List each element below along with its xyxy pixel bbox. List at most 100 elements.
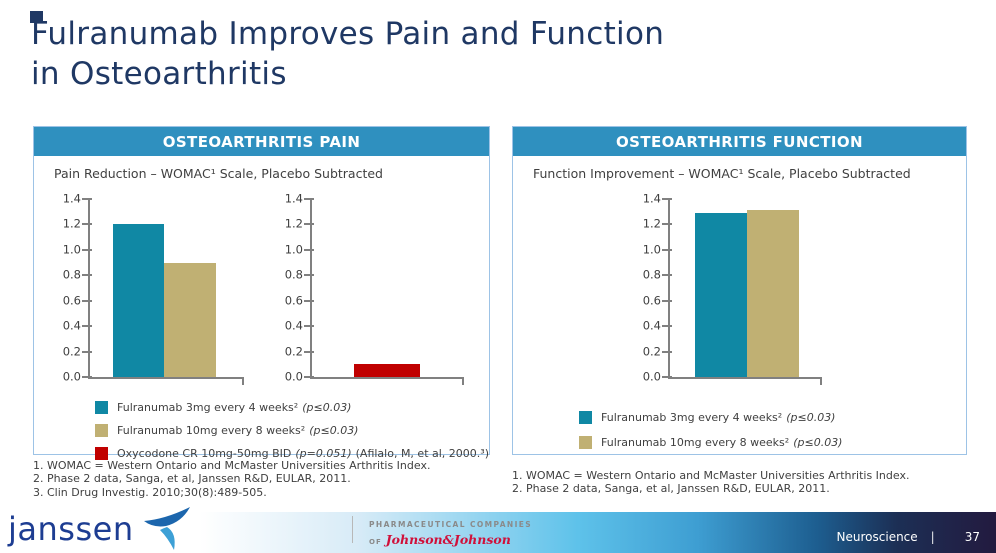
y-tick-label: 0.0 <box>642 369 661 384</box>
function-chart-plot-area <box>662 198 822 385</box>
y-tick-mark <box>82 198 92 200</box>
legend-label: Fulranumab 3mg every 4 weeks² (p≤0.03) <box>117 401 351 414</box>
legend-label: Fulranumab 10mg every 8 weeks² (p≤0.03) <box>601 436 842 449</box>
footnotes-function: 1. WOMAC = Western Ontario and McMaster … <box>512 469 909 496</box>
y-tick-label: 1.2 <box>642 216 661 231</box>
footer-section-label: Neuroscience <box>836 530 918 544</box>
legend-item: Fulranumab 10mg every 8 weeks² (p≤0.03) <box>95 419 489 442</box>
y-tick-mark <box>82 248 92 251</box>
y-tick-mark <box>662 299 672 302</box>
corner-accent-square <box>30 11 43 23</box>
function-legend: Fulranumab 3mg every 4 weeks² (p≤0.03) Fu… <box>579 405 842 455</box>
panel-osteoarthritis-function: OSTEOARTHRITIS FUNCTION Function Improve… <box>512 126 967 455</box>
legend-pvalue: (p≤0.03) <box>793 436 843 449</box>
y-tick-label: 0.2 <box>62 344 81 359</box>
janssen-logo: janssen <box>8 507 198 551</box>
legend-swatch-teal <box>95 401 108 414</box>
footnote-line: 1. WOMAC = Western Ontario and McMaster … <box>512 469 910 482</box>
y-tick-mark <box>82 223 92 226</box>
footer-divider <box>352 516 353 543</box>
y-tick-label: 0.2 <box>642 344 661 359</box>
footer-right: Neuroscience | 37 <box>837 530 980 544</box>
y-tick-mark <box>82 299 92 302</box>
legend-pvalue: (p≤0.03) <box>309 424 359 437</box>
legend-label-text: Oxycodone CR 10mg-50mg BID <box>117 447 292 460</box>
legend-item: Oxycodone CR 10mg-50mg BID (p=0.051) (Afil… <box>95 442 489 465</box>
legend-label: Fulranumab 10mg every 8 weeks² (p≤0.03) <box>117 424 358 437</box>
y-tick-mark <box>304 198 314 200</box>
y-tick-label: 0.4 <box>62 318 81 333</box>
y-tick-label: 0.2 <box>284 344 303 359</box>
y-tick-mark <box>304 299 314 302</box>
panel-function-header: OSTEOARTHRITIS FUNCTION <box>513 127 966 156</box>
function-chart-y-axis-labels: 0.0 0.2 0.4 0.6 0.8 1.0 1.2 1.4 <box>621 193 661 383</box>
y-tick-label: 0.6 <box>284 293 303 308</box>
panel-osteoarthritis-pain: OSTEOARTHRITIS PAIN Pain Reduction – WOM… <box>33 126 490 460</box>
legend-label-text: Fulranumab 10mg every 8 weeks² <box>117 424 306 437</box>
legend-label: Oxycodone CR 10mg-50mg BID (p=0.051) (Afil… <box>117 447 489 460</box>
y-tick-mark <box>82 350 92 353</box>
y-tick-mark <box>304 376 314 378</box>
legend-pvalue: (p≤0.03) <box>302 401 352 414</box>
y-tick-label: 1.4 <box>62 191 81 206</box>
y-tick-label: 1.2 <box>284 216 303 231</box>
y-tick-mark <box>304 274 314 277</box>
footer: janssen PHARMACEUTICAL COMPANIES OF John… <box>0 505 996 553</box>
y-tick-mark <box>662 223 672 226</box>
legend-pvalue: (p≤0.03) <box>786 411 836 424</box>
y-tick-label: 0.8 <box>62 267 81 282</box>
legend-label-text: Fulranumab 3mg every 4 weeks² <box>117 401 299 414</box>
janssen-wordmark: janssen <box>8 510 134 548</box>
panel-function-body: Function Improvement – WOMAC¹ Scale, Pla… <box>513 156 966 453</box>
y-tick-label: 0.8 <box>642 267 661 282</box>
johnson-and-johnson-logo: Johnson&Johnson <box>385 532 511 547</box>
x-axis-end-tick <box>462 377 464 385</box>
legend-citation: (Afilalo, M, et al, 2000.³) <box>355 447 489 460</box>
legend-swatch-red <box>95 447 108 460</box>
y-tick-label: 1.4 <box>642 191 661 206</box>
y-tick-mark <box>662 325 672 328</box>
y-tick-mark <box>304 248 314 251</box>
footer-separator: | <box>930 530 935 544</box>
y-tick-label: 0.0 <box>284 369 303 384</box>
page-title-line1: Fulranumab Improves Pain and Function <box>31 16 665 52</box>
legend-item: Fulranumab 3mg every 4 weeks² (p≤0.03) <box>579 405 842 430</box>
y-tick-label: 0.6 <box>642 293 661 308</box>
y-tick-label: 0.8 <box>284 267 303 282</box>
x-axis-end-tick <box>820 377 822 385</box>
y-tick-mark <box>304 325 314 328</box>
legend-label-text: Fulranumab 3mg every 4 weeks² <box>601 411 783 424</box>
y-tick-mark <box>304 223 314 226</box>
footnote-line: 2. Phase 2 data, Sanga, et al, Janssen R… <box>512 482 830 496</box>
y-tick-label: 1.4 <box>284 191 303 206</box>
y-tick-label: 1.0 <box>62 242 81 257</box>
y-tick-mark <box>662 376 672 378</box>
page-title-line2: in Osteoarthritis <box>31 56 287 92</box>
bar-fulranumab-10mg-function <box>747 210 799 377</box>
y-tick-label: 0.4 <box>284 318 303 333</box>
bar-fulranumab-3mg-pain <box>113 224 164 377</box>
y-tick-mark <box>662 248 672 251</box>
panel-pain-header: OSTEOARTHRITIS PAIN <box>34 127 489 156</box>
panel-function-subtitle: Function Improvement – WOMAC¹ Scale, Pla… <box>533 166 911 181</box>
bar-fulranumab-10mg-pain <box>164 262 216 377</box>
y-tick-mark <box>304 350 314 353</box>
legend-swatch-tan <box>579 436 592 449</box>
footnote-line: 2. Phase 2 data, Sanga, et al, Janssen R… <box>33 472 351 486</box>
y-tick-label: 0.6 <box>62 293 81 308</box>
tagline-of: OF <box>369 538 382 546</box>
janssen-flame-icon <box>143 507 190 550</box>
tagline-bottom: OF Johnson&Johnson <box>369 532 532 547</box>
legend-swatch-tan <box>95 424 108 437</box>
pain-chart2-plot-area <box>304 198 464 385</box>
footnote-line: 3. Clin Drug Investig. 2010;30(8):489-50… <box>33 485 267 499</box>
bar-fulranumab-3mg-function <box>695 213 747 377</box>
legend-item: Fulranumab 10mg every 8 weeks² (p≤0.03) <box>579 430 842 455</box>
footnote-line: 1. WOMAC = Western Ontario and McMaster … <box>33 459 431 472</box>
y-tick-mark <box>82 376 92 378</box>
y-tick-label: 1.2 <box>62 216 81 231</box>
page-title: Fulranumab Improves Pain and Function in… <box>31 14 664 94</box>
y-tick-label: 0.0 <box>62 369 81 384</box>
y-tick-mark <box>662 350 672 353</box>
